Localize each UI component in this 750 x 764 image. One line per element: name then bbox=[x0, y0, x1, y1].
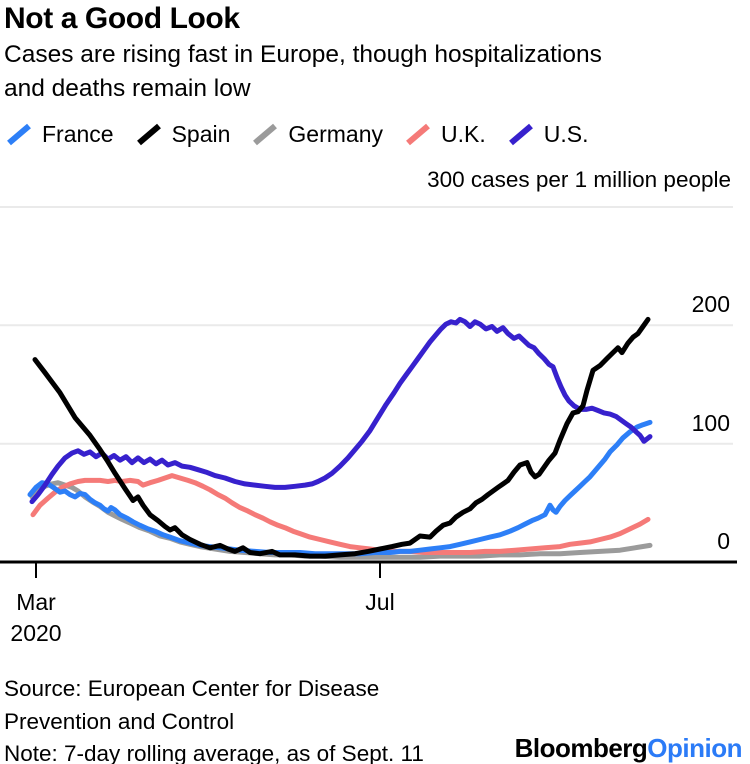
x-tick-label-jul: Jul bbox=[365, 589, 395, 615]
brand-opinion: Opinion bbox=[647, 733, 742, 763]
legend-line-marker-icon-uk bbox=[406, 123, 430, 146]
legend-line-marker-icon-us bbox=[508, 123, 533, 146]
legend-label-spain: Spain bbox=[171, 121, 231, 147]
legend-label-us: U.S. bbox=[543, 121, 589, 147]
source-line-2: Prevention and Control bbox=[4, 708, 235, 734]
legend-label-uk: U.K. bbox=[441, 121, 486, 147]
subtitle-line-1: Cases are rising fast in Europe, though … bbox=[4, 41, 602, 68]
legend-item-uk: U.K. bbox=[404, 121, 486, 148]
bloomberg-opinion-logo: BloombergOpinion bbox=[514, 733, 743, 764]
footer: Source: European Center for Disease Prev… bbox=[4, 673, 424, 764]
x-tick-label-mar: Mar bbox=[16, 589, 56, 615]
y-axis-unit-label: 300 cases per 1 million people bbox=[427, 167, 731, 192]
legend-item-germany: Germany bbox=[251, 121, 383, 148]
legend-line-marker-icon-germany bbox=[253, 123, 278, 146]
chart-subtitle: Cases are rising fast in Europe, though … bbox=[4, 38, 602, 106]
legend-line-marker-icon-france bbox=[7, 123, 31, 146]
legend-item-us: U.S. bbox=[507, 121, 589, 148]
legend-label-germany: Germany bbox=[288, 121, 384, 147]
y-tick-label-200: 200 bbox=[691, 291, 730, 317]
source-line-1: Source: European Center for Disease bbox=[4, 676, 380, 701]
legend-label-france: France bbox=[42, 121, 114, 147]
legend-item-spain: Spain bbox=[135, 121, 231, 148]
y-tick-label-0: 0 bbox=[717, 528, 730, 554]
legend: France Spain Germany U.K. U.S. bbox=[5, 121, 588, 148]
x-tick-sublabel-2020: 2020 bbox=[10, 620, 62, 646]
brand-bloomberg: Bloomberg bbox=[514, 733, 648, 763]
page-title: Not a Good Look bbox=[4, 2, 240, 35]
series-line-spain bbox=[32, 316, 651, 559]
y-tick-label-100: 100 bbox=[691, 410, 730, 436]
legend-item-france: France bbox=[5, 121, 114, 148]
note-line: Note: 7-day rolling average, as of Sept.… bbox=[4, 741, 424, 764]
legend-line-marker-icon-spain bbox=[136, 123, 161, 146]
subtitle-line-2: and deaths remain low bbox=[4, 75, 251, 102]
